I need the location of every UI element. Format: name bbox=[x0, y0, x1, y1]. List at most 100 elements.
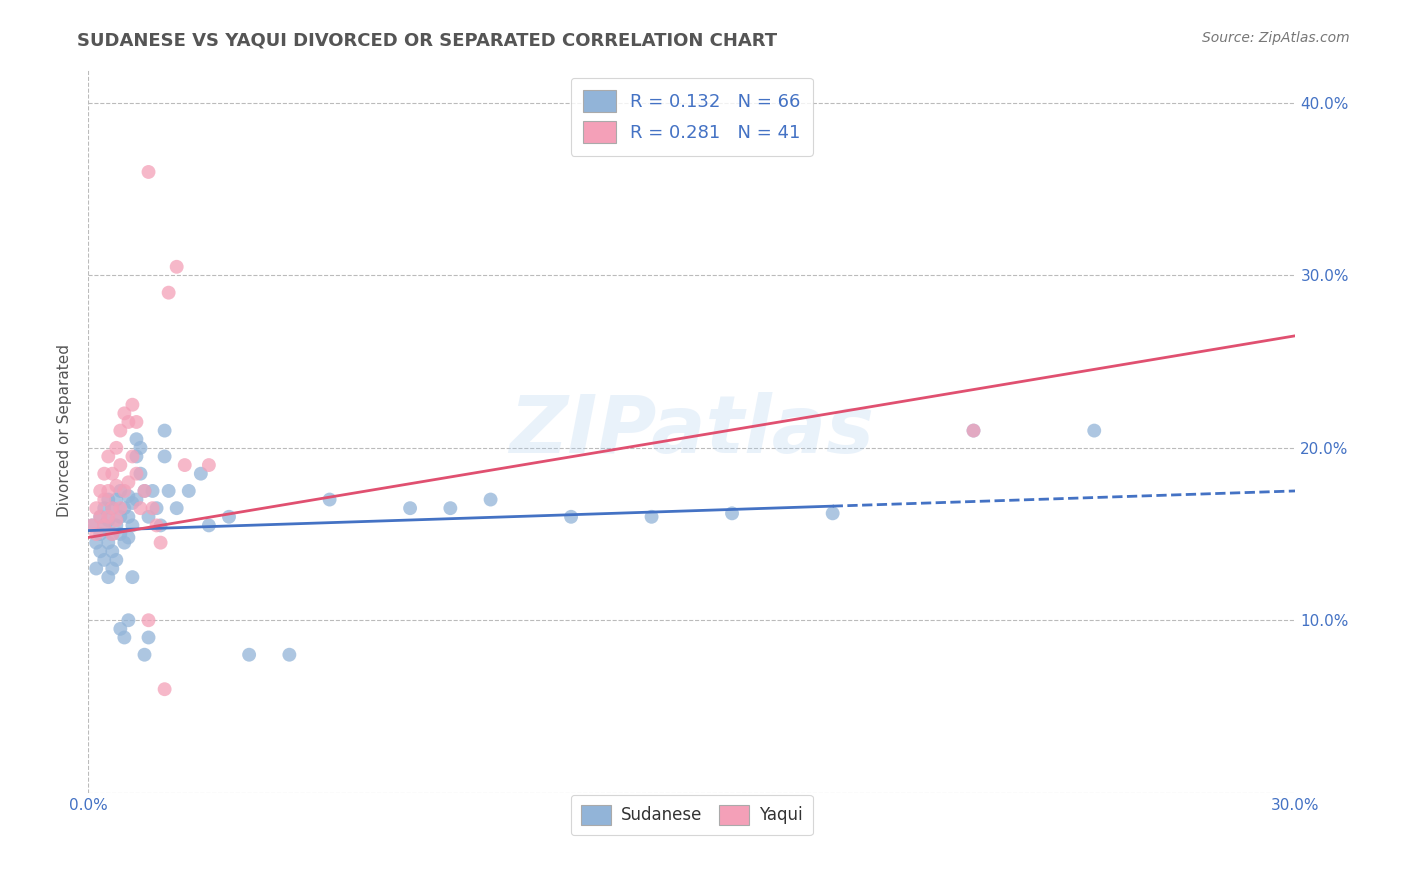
Point bbox=[93, 467, 115, 481]
Point bbox=[117, 475, 139, 490]
Point bbox=[138, 613, 160, 627]
Point bbox=[84, 561, 107, 575]
Point bbox=[110, 501, 132, 516]
Point bbox=[84, 535, 107, 549]
Point bbox=[110, 458, 132, 472]
Point bbox=[101, 467, 124, 481]
Point bbox=[138, 509, 160, 524]
Point bbox=[141, 483, 163, 498]
Point bbox=[101, 501, 124, 516]
Point bbox=[93, 518, 115, 533]
Point bbox=[149, 535, 172, 549]
Point bbox=[138, 631, 160, 645]
Point bbox=[112, 406, 135, 420]
Text: SUDANESE VS YAQUI DIVORCED OR SEPARATED CORRELATION CHART: SUDANESE VS YAQUI DIVORCED OR SEPARATED … bbox=[77, 31, 778, 49]
Point bbox=[125, 415, 148, 429]
Point bbox=[157, 483, 180, 498]
Point bbox=[101, 501, 124, 516]
Point bbox=[89, 509, 111, 524]
Point bbox=[138, 165, 160, 179]
Point bbox=[112, 483, 135, 498]
Point bbox=[821, 506, 844, 520]
Point bbox=[101, 561, 124, 575]
Point bbox=[218, 509, 240, 524]
Point bbox=[238, 648, 260, 662]
Point bbox=[89, 544, 111, 558]
Point bbox=[560, 509, 582, 524]
Point bbox=[129, 467, 152, 481]
Point bbox=[93, 518, 115, 533]
Point bbox=[110, 509, 132, 524]
Point bbox=[117, 415, 139, 429]
Point bbox=[399, 501, 422, 516]
Point bbox=[125, 467, 148, 481]
Point bbox=[84, 527, 107, 541]
Point bbox=[157, 285, 180, 300]
Point bbox=[121, 450, 143, 464]
Point bbox=[145, 501, 167, 516]
Point bbox=[84, 501, 107, 516]
Point bbox=[962, 424, 984, 438]
Point bbox=[93, 501, 115, 516]
Point bbox=[97, 570, 120, 584]
Point bbox=[198, 518, 221, 533]
Point bbox=[439, 501, 461, 516]
Point bbox=[117, 613, 139, 627]
Point bbox=[153, 450, 176, 464]
Point bbox=[110, 483, 132, 498]
Text: ZIPatlas: ZIPatlas bbox=[509, 392, 875, 469]
Point bbox=[82, 518, 104, 533]
Point bbox=[101, 544, 124, 558]
Point bbox=[129, 501, 152, 516]
Point bbox=[121, 570, 143, 584]
Point bbox=[134, 483, 156, 498]
Point bbox=[121, 518, 143, 533]
Point bbox=[153, 424, 176, 438]
Point bbox=[101, 527, 124, 541]
Point bbox=[105, 518, 128, 533]
Point bbox=[117, 489, 139, 503]
Point bbox=[149, 518, 172, 533]
Point bbox=[97, 483, 120, 498]
Point bbox=[97, 513, 120, 527]
Point bbox=[89, 509, 111, 524]
Point bbox=[97, 509, 120, 524]
Point bbox=[198, 458, 221, 472]
Point bbox=[166, 501, 188, 516]
Point bbox=[105, 479, 128, 493]
Point bbox=[110, 424, 132, 438]
Point bbox=[278, 648, 301, 662]
Point bbox=[101, 527, 124, 541]
Point bbox=[121, 398, 143, 412]
Point bbox=[962, 424, 984, 438]
Point bbox=[145, 518, 167, 533]
Point bbox=[97, 535, 120, 549]
Point bbox=[89, 527, 111, 541]
Point bbox=[112, 501, 135, 516]
Point bbox=[105, 513, 128, 527]
Point bbox=[190, 467, 212, 481]
Point bbox=[479, 492, 502, 507]
Point bbox=[112, 535, 135, 549]
Point bbox=[105, 441, 128, 455]
Point bbox=[177, 483, 200, 498]
Text: Source: ZipAtlas.com: Source: ZipAtlas.com bbox=[1202, 31, 1350, 45]
Point bbox=[125, 450, 148, 464]
Point bbox=[89, 483, 111, 498]
Point bbox=[121, 496, 143, 510]
Point bbox=[110, 527, 132, 541]
Point bbox=[141, 501, 163, 516]
Point bbox=[166, 260, 188, 274]
Legend: Sudanese, Yaqui: Sudanese, Yaqui bbox=[571, 795, 813, 835]
Point bbox=[110, 622, 132, 636]
Y-axis label: Divorced or Separated: Divorced or Separated bbox=[58, 344, 72, 517]
Point bbox=[153, 682, 176, 697]
Point bbox=[173, 458, 195, 472]
Point bbox=[1083, 424, 1105, 438]
Point bbox=[93, 492, 115, 507]
Point bbox=[318, 492, 340, 507]
Point bbox=[117, 531, 139, 545]
Point bbox=[105, 492, 128, 507]
Point bbox=[117, 509, 139, 524]
Point bbox=[112, 631, 135, 645]
